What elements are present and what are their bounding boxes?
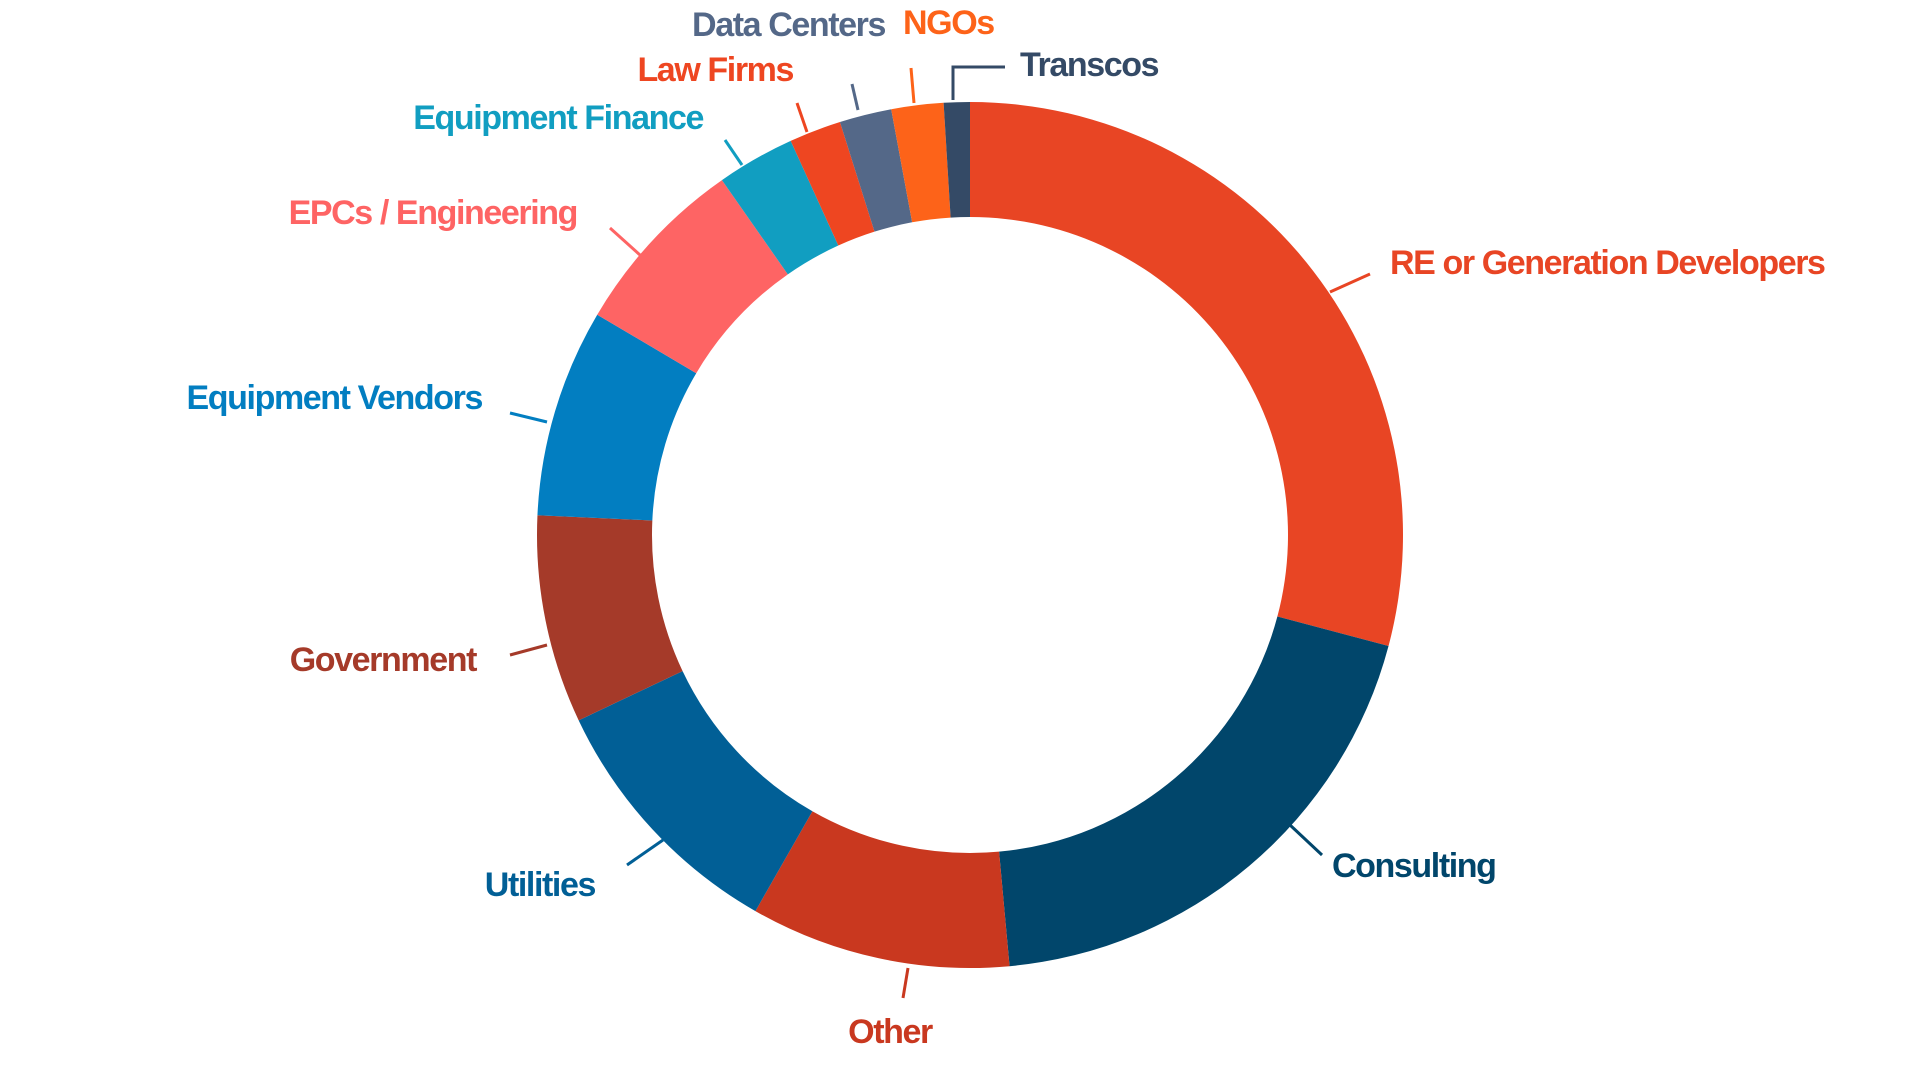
label-utilities: Utilities: [485, 866, 596, 904]
label-ngos: NGOs: [903, 4, 994, 42]
label-epcs-engineering: EPCs / Engineering: [289, 194, 577, 232]
slice-ngos: [891, 102, 951, 223]
slices-layer: [537, 102, 1404, 968]
leader-line-equipment-finance: [723, 139, 744, 166]
slice-equipment-finance: [721, 140, 839, 275]
label-other: Other: [848, 1013, 933, 1051]
leader-line-ngos: [909, 67, 916, 104]
slice-consulting: [999, 616, 1389, 967]
leader-line-government: [509, 643, 548, 657]
slice-transcos: [943, 102, 970, 218]
leader-line-transcos: [951, 65, 1005, 100]
slice-re-or-generation-developers: [970, 102, 1404, 647]
label-data-centers: Data Centers: [692, 6, 885, 44]
slice-epcs-engineering: [597, 180, 788, 374]
labels-layer: RE or Generation Developers Consulting Oth…: [187, 4, 1827, 1051]
leader-line-equipment-vendors: [509, 411, 548, 424]
leader-line-utilities: [626, 838, 664, 867]
label-equipment-vendors: Equipment Vendors: [187, 379, 483, 417]
label-equipment-finance: Equipment Finance: [413, 99, 703, 137]
leader-lines-layer: [509, 65, 1371, 999]
slice-law-firms: [790, 121, 875, 246]
slice-government: [537, 515, 683, 721]
label-transcos: Transcos: [1020, 46, 1159, 84]
label-government: Government: [290, 641, 477, 679]
label-re-or-generation-developers: RE or Generation Developers: [1390, 244, 1825, 282]
leader-line-law-firms: [795, 102, 809, 133]
leader-line-data-centers: [850, 83, 860, 111]
slice-data-centers: [839, 109, 913, 232]
leader-line-consulting: [1288, 823, 1324, 857]
leader-line-re-or-generation-developers: [1329, 272, 1371, 294]
label-consulting: Consulting: [1332, 847, 1496, 885]
leader-line-other: [901, 967, 910, 999]
label-law-firms: Law Firms: [637, 51, 793, 89]
slice-utilities: [578, 671, 813, 912]
leader-line-epcs-engineering: [608, 226, 642, 257]
slice-other: [755, 811, 1010, 968]
slice-equipment-vendors: [537, 314, 697, 521]
